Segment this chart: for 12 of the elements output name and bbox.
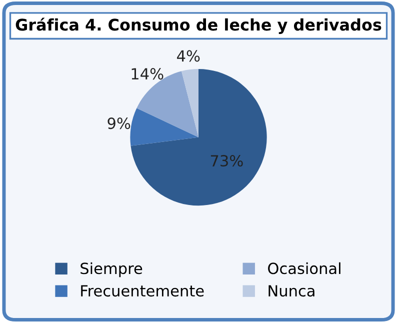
- chart-title: Gráfica 4. Consumo de leche y derivados: [16, 18, 382, 34]
- legend-label: Frecuentemente: [81, 285, 204, 297]
- pie-slice: [130, 68, 267, 206]
- data-label: 9%: [108, 118, 130, 130]
- pie-slice: [182, 68, 198, 138]
- pie-slice: [130, 108, 198, 146]
- legend-label: Ocasional: [268, 262, 340, 274]
- data-label: 4%: [177, 50, 200, 62]
- legend-label: Siempre: [80, 262, 142, 278]
- legend-label: Nunca: [268, 285, 314, 297]
- data-label: 73%: [210, 155, 243, 167]
- data-label: 14%: [132, 68, 164, 80]
